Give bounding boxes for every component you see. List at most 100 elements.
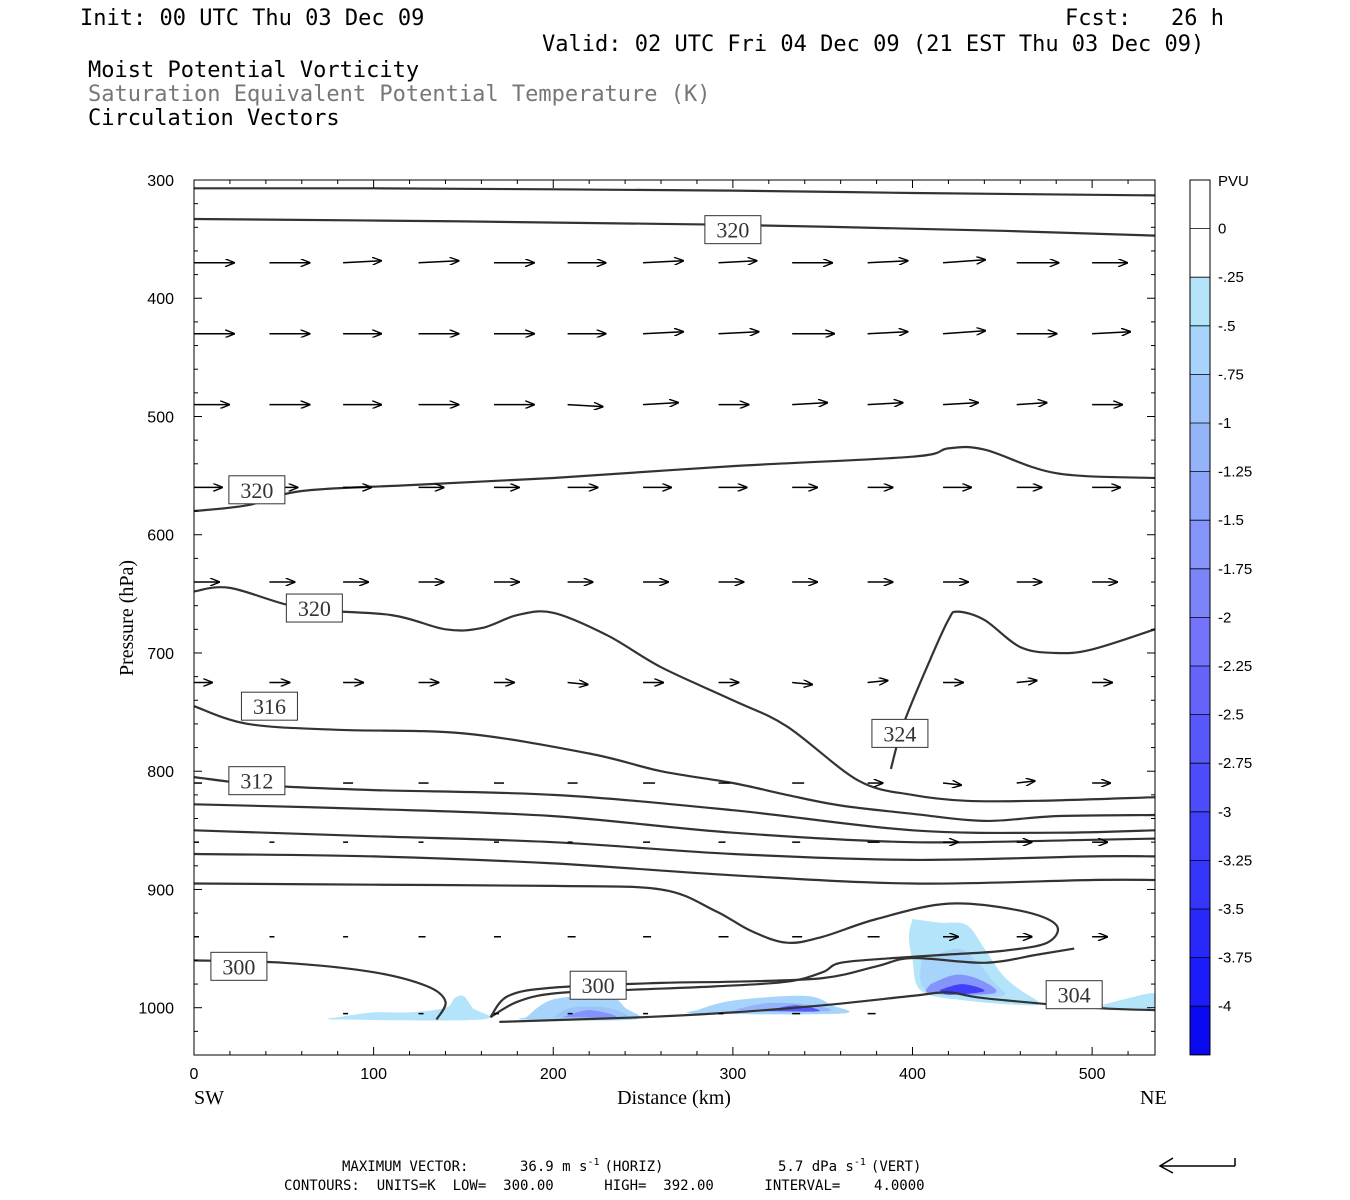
colorbar-swatch-7 — [1190, 520, 1210, 570]
colorbar-label-7: -1.75 — [1218, 561, 1252, 578]
x-axis-label: Distance (km) — [617, 1087, 731, 1109]
vector-1-9 — [867, 332, 908, 334]
svg-text:316: 316 — [253, 694, 286, 719]
colorbar-label-9: -2.25 — [1218, 658, 1252, 675]
colorbar-label-12: -3 — [1218, 804, 1231, 821]
y-axis-label: Pressure (hPa) — [116, 560, 138, 676]
vector-6-10 — [942, 783, 961, 785]
colorbar-swatch-0 — [1190, 180, 1210, 230]
axes: 300 400 500 600 700 800 900 1000 0 100 200 300 400 50… — [138, 173, 1155, 1083]
vector-0-7 — [718, 261, 757, 263]
theta-contour-6 — [194, 776, 1155, 835]
colorbar-swatch-3 — [1190, 325, 1210, 375]
y-tick-label-300: 300 — [147, 173, 174, 190]
colorbar-label-0: 0 — [1218, 221, 1226, 238]
theta-contour-3 — [194, 586, 1155, 803]
colorbar-swatch-1 — [1190, 228, 1210, 278]
colorbar-label-14: -3.5 — [1218, 901, 1244, 918]
max-vector-horiz: 36.9 m s-1 (HORIZ) — [520, 1157, 664, 1175]
y-tick-label-700: 700 — [147, 646, 174, 663]
theta-contour-4 — [889, 610, 1155, 770]
theta-contour-9 — [194, 852, 1155, 885]
colorbar-swatch-8 — [1190, 568, 1210, 618]
pv-region-0 — [327, 995, 490, 1021]
vector-0-10 — [942, 260, 985, 263]
colorbar-label-4: -1 — [1218, 415, 1231, 432]
reference-vector-icon — [1158, 1157, 1236, 1174]
contour-label-2: 320 — [228, 475, 286, 505]
vector-2-6 — [643, 403, 678, 405]
contour-label-13: 304 — [1045, 980, 1103, 1010]
theta-contour-5 — [194, 705, 1155, 823]
contour-labels: 320 320 320 324 316 312 300 300 304 — [210, 215, 1103, 1010]
vector-5-5 — [567, 683, 588, 685]
theta-contour-1 — [194, 217, 1155, 237]
x-left-label: SW — [194, 1087, 224, 1109]
x-tick-label-100: 100 — [360, 1066, 387, 1083]
pv-region-3 — [562, 1010, 617, 1018]
x-tick-label-300: 300 — [720, 1066, 747, 1083]
vector-2-9 — [867, 403, 903, 405]
contour-label-3: 320 — [285, 593, 343, 623]
vector-6-11 — [1016, 781, 1035, 783]
vector-0-2 — [343, 261, 381, 263]
colorbar-swatch-13 — [1190, 811, 1210, 861]
theta-contour-10 — [194, 882, 1060, 1019]
vector-0-3 — [418, 261, 459, 263]
contour-label-6: 312 — [228, 766, 286, 796]
max-vector-label: MAXIMUM VECTOR: — [342, 1159, 468, 1175]
svg-text:300: 300 — [222, 954, 255, 979]
theta-contour-12 — [489, 947, 1075, 1018]
pv-region-11 — [1092, 993, 1155, 1011]
max-vector-vert: 5.7 dPa s-1 (VERT) — [778, 1157, 921, 1175]
theta-contour-2 — [194, 445, 1155, 513]
y-tick-label-800: 800 — [147, 764, 174, 781]
colorbar-unit: PVU — [1218, 173, 1249, 190]
vector-1-12 — [1092, 332, 1130, 334]
contour-label-12: 300 — [569, 970, 627, 1000]
colorbar-swatch-2 — [1190, 277, 1210, 327]
y-tick-label-400: 400 — [147, 291, 174, 308]
colorbar: 0 -.25 -.5 -.75 -1 -1.25 -1.5 -1.75 -2 -2.25 -2.5 -… — [1189, 179, 1252, 1056]
y-tick-label-1000: 1000 — [138, 1001, 174, 1018]
vector-0-6 — [643, 261, 683, 263]
colorbar-swatch-9 — [1190, 617, 1210, 667]
colorbar-swatch-6 — [1190, 471, 1210, 521]
vector-5-11 — [1016, 681, 1037, 683]
vector-5-9 — [867, 681, 888, 683]
svg-text:320: 320 — [716, 218, 749, 243]
x-tick-label-0: 0 — [190, 1066, 199, 1083]
pv-shading — [327, 919, 1155, 1021]
field-label-vectors: Circulation Vectors — [88, 106, 340, 131]
x-tick-label-400: 400 — [899, 1066, 926, 1083]
svg-text:312: 312 — [240, 769, 273, 794]
colorbar-label-10: -2.5 — [1218, 707, 1244, 724]
vector-2-5 — [567, 405, 603, 407]
y-tick-label-500: 500 — [147, 409, 174, 426]
vector-2-11 — [1016, 403, 1047, 405]
colorbar-swatch-16 — [1190, 957, 1210, 1007]
plot-frame — [193, 179, 1156, 1056]
contour-label-1: 320 — [704, 215, 762, 245]
svg-text:320: 320 — [240, 478, 273, 503]
colorbar-label-3: -.75 — [1218, 366, 1244, 383]
contour-info: CONTOURS: UNITS=K LOW= 300.00 HIGH= 392.… — [284, 1178, 925, 1194]
forecast-hour: Fcst: 26 h — [1065, 6, 1224, 31]
vector-2-10 — [942, 403, 978, 405]
x-tick-label-500: 500 — [1079, 1066, 1106, 1083]
vector-0-9 — [867, 261, 908, 263]
colorbar-swatch-12 — [1190, 763, 1210, 813]
colorbar-swatch-11 — [1190, 714, 1210, 764]
svg-text:324: 324 — [883, 721, 916, 746]
vector-2-8 — [792, 403, 827, 405]
svg-text:320: 320 — [298, 596, 331, 621]
svg-text:304: 304 — [1058, 983, 1091, 1008]
vector-1-6 — [643, 332, 683, 334]
circulation-vectors — [194, 260, 1130, 1015]
valid-time: Valid: 02 UTC Fri 04 Dec 09 (21 EST Thu … — [542, 32, 1204, 57]
theta-contour-8 — [194, 829, 1155, 862]
colorbar-label-5: -1.25 — [1218, 464, 1252, 481]
vector-5-8 — [792, 683, 812, 685]
contour-label-11: 300 — [210, 951, 268, 981]
